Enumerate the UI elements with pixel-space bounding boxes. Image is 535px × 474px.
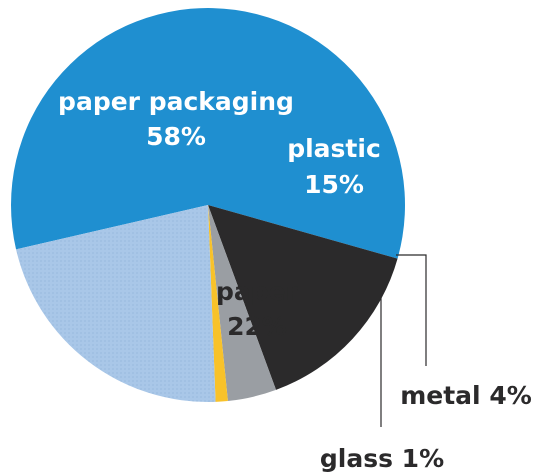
pie-slice-paper-packaging: [11, 8, 406, 259]
pie-slice-glass: [208, 205, 228, 402]
metal-leader-line: [396, 254, 427, 366]
label-metal: metal 4%: [400, 381, 532, 410]
pie-slice-metal: [208, 205, 277, 401]
value-plastic: 15%: [304, 170, 364, 199]
label-paper-packaging: paper packaging: [58, 87, 294, 116]
label-glass: glass 1%: [320, 444, 444, 473]
value-paper-packaging: 58%: [146, 122, 206, 151]
value-paper: 22%: [227, 312, 287, 341]
label-plastic: plastic: [287, 134, 381, 163]
label-paper: paper: [216, 277, 299, 306]
pie-slice-plastic: [208, 205, 398, 390]
pie-slice-paper: [16, 205, 216, 402]
